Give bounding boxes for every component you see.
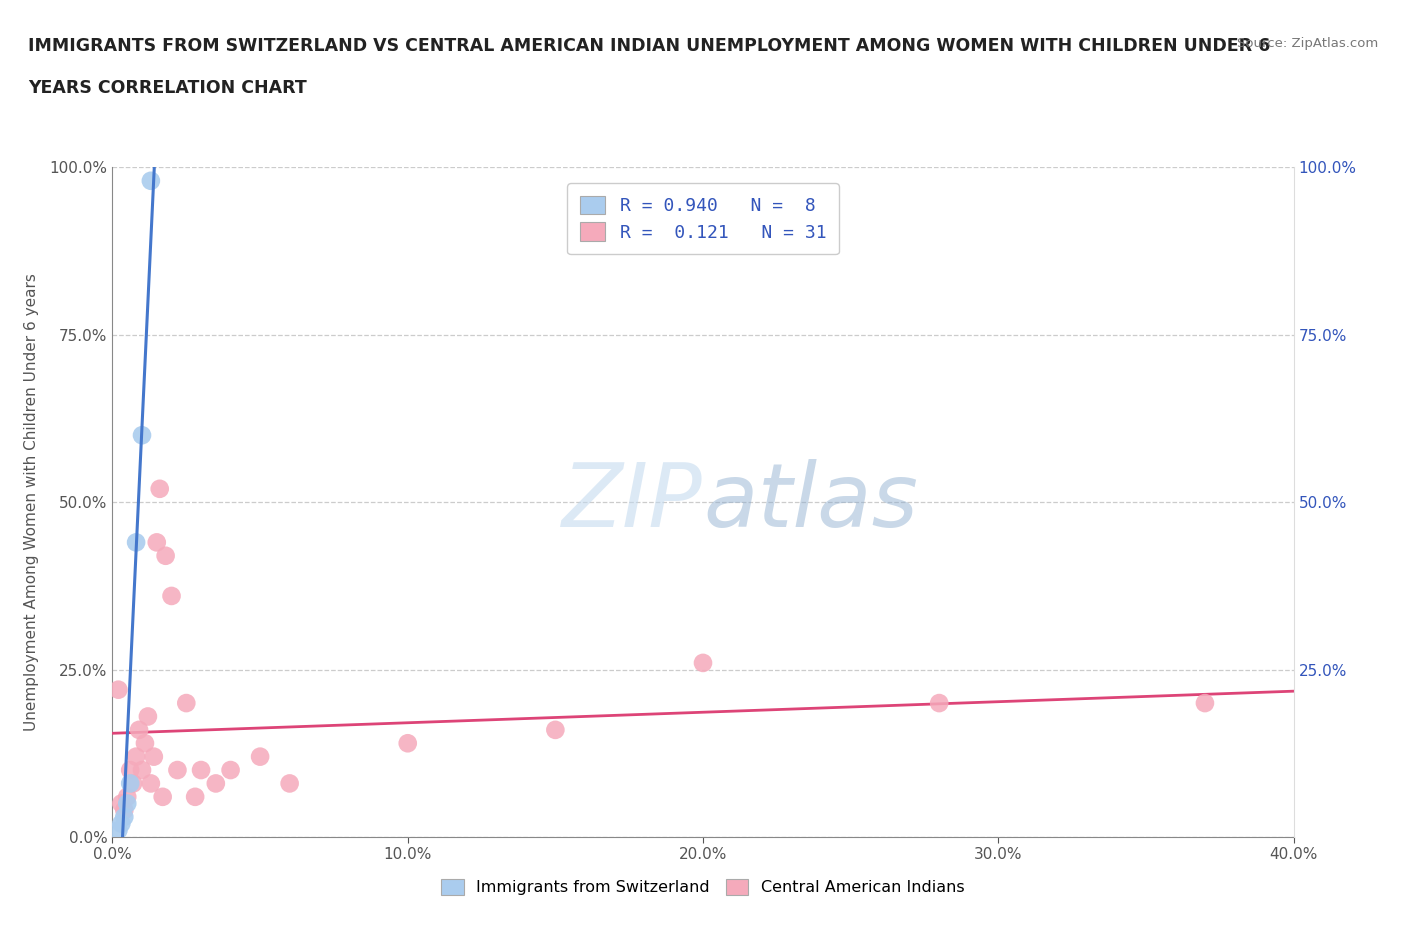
Point (107, 823, 129, 838)
Point (112, 809, 135, 824)
Point (184, 790, 207, 804)
Point (190, 763, 212, 777)
Text: IMMIGRANTS FROM SWITZERLAND VS CENTRAL AMERICAN INDIAN UNEMPLOYMENT AMONG WOMEN : IMMIGRANTS FROM SWITZERLAND VS CENTRAL A… (28, 37, 1271, 55)
Text: ZIP: ZIP (562, 459, 703, 545)
Point (134, 736, 156, 751)
Point (142, 750, 165, 764)
Legend: R = 0.940   N =  8, R =  0.121   N = 31: R = 0.940 N = 8, R = 0.121 N = 31 (567, 183, 839, 254)
Text: YEARS CORRELATION CHART: YEARS CORRELATION CHART (28, 79, 307, 97)
Point (117, 790, 138, 804)
Point (152, 790, 174, 804)
Point (692, 656, 714, 671)
Point (278, 776, 301, 790)
Point (110, 817, 132, 831)
Point (131, 763, 153, 777)
Point (136, 709, 159, 724)
Point (146, 535, 169, 550)
Point (131, 428, 153, 443)
Point (139, 776, 162, 790)
Point (117, 796, 138, 811)
Point (396, 736, 419, 751)
Point (149, 482, 172, 497)
Point (125, 535, 148, 550)
Point (174, 696, 197, 711)
Point (120, 763, 142, 777)
Point (544, 723, 567, 737)
Point (249, 750, 271, 764)
Point (219, 763, 242, 777)
Point (112, 803, 135, 817)
Point (122, 776, 145, 790)
Point (125, 750, 148, 764)
Point (1194, 696, 1216, 711)
Y-axis label: Unemployment Among Women with Children Under 6 years: Unemployment Among Women with Children U… (24, 273, 38, 731)
Point (155, 549, 177, 564)
Point (160, 589, 183, 604)
Point (107, 683, 129, 698)
Text: Source: ZipAtlas.com: Source: ZipAtlas.com (1237, 37, 1378, 50)
Point (166, 763, 188, 777)
Legend: Immigrants from Switzerland, Central American Indians: Immigrants from Switzerland, Central Ame… (433, 871, 973, 903)
Point (120, 776, 142, 790)
Point (139, 173, 162, 188)
Text: atlas: atlas (703, 459, 918, 545)
Point (928, 696, 950, 711)
Point (110, 796, 132, 811)
Point (205, 776, 228, 790)
Point (128, 723, 150, 737)
